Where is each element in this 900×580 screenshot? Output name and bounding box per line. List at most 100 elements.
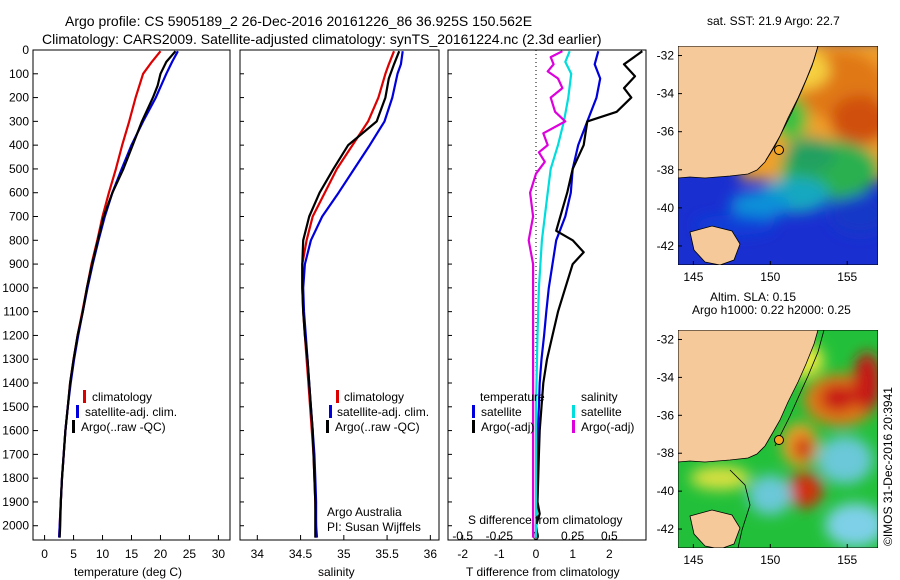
legend-label-satellite: satellite-adj. clim. [85, 405, 177, 419]
header-line2: Climatology: CARS2009. Satellite-adjuste… [42, 31, 602, 47]
s-difference-tick-label: 0.5 [601, 529, 618, 543]
depth-tick-label: 1300 [2, 352, 29, 366]
salinity-series-satellite-adj-clim [302, 51, 404, 538]
map-lat-tick-label: -32 [657, 332, 675, 346]
map-lat-tick-label: -36 [657, 408, 675, 422]
sla-land-tasmania [689, 509, 741, 548]
legend-swatch-t-satellite [472, 405, 475, 418]
salinity-series-argo-raw-qc [301, 50, 401, 538]
map-lon-tick-label: 150 [760, 270, 780, 284]
salinity-x-tick-label: 36 [424, 547, 438, 561]
sst-map-axes: 145 150 155 -32 -34 -36 -38 -40 -42 [657, 49, 858, 284]
temperature-axis-label: temperature (deg C) [74, 565, 182, 579]
legend-label-climatology: climatology [92, 390, 152, 404]
temperature-x-tick-label: 30 [212, 547, 226, 561]
sst-map [678, 46, 878, 265]
map-lat-tick-label: -36 [657, 125, 675, 139]
temperature-x-tick-label: 10 [96, 547, 110, 561]
legend-title-salinity: salinity [581, 390, 618, 404]
salinity-series-climatology [301, 50, 396, 538]
legend-title-temperature: temperature [480, 390, 545, 404]
depth-tick-label: 200 [9, 91, 29, 105]
map-lon-tick-label: 155 [837, 270, 857, 284]
difference-legend: temperature satellite Argo(-adj) salinit… [472, 390, 634, 434]
legend-swatch-argo [72, 420, 75, 433]
salinity-x-tick-label: 34.5 [289, 547, 313, 561]
depth-tick-label: 1200 [2, 328, 29, 342]
depth-tick-label: 100 [9, 67, 29, 81]
map-lat-tick-label: -40 [657, 484, 675, 498]
salinity-x-axis: 34 34.5 35 35.5 36 [240, 49, 438, 561]
map-lat-tick-label: -42 [657, 522, 675, 536]
annotation-pi: PI: Susan Wijffels [327, 520, 421, 534]
header-line1: Argo profile: CS 5905189_2 26-Dec-2016 2… [65, 13, 532, 29]
depth-axis: 0 100 200 300 400 500 600 700 800 900 1000 1100 1200… [2, 43, 38, 533]
temperature-x-tick-label: 15 [125, 547, 139, 561]
difference-series-temperature-satellite [534, 50, 602, 538]
legend-swatch-t-argo [472, 420, 475, 433]
difference-series-salinity-argo-adj [527, 50, 567, 538]
legend-swatch-satellite [329, 405, 332, 418]
sst-argo-marker [774, 145, 784, 155]
sst-bathymetry-line [765, 46, 819, 161]
sla-map-title-line2: Argo h1000: 0.22 h2000: 0.25 [692, 303, 851, 317]
legend-label-argo: Argo(..raw -QC) [335, 420, 420, 434]
difference-x-tick-label: -1 [494, 547, 505, 561]
temperature-series-satellite-adj-clim [58, 50, 179, 538]
depth-tick-label: 600 [9, 186, 29, 200]
salinity-axis-label: salinity [318, 565, 355, 579]
map-lat-tick-label: -32 [657, 49, 675, 63]
difference-series [527, 50, 643, 540]
map-lat-tick-label: -42 [657, 239, 675, 253]
legend-label-argo: Argo(..raw -QC) [81, 420, 166, 434]
difference-x-tick-label: 0 [533, 547, 540, 561]
depth-tick-label: 1400 [2, 376, 29, 390]
depth-tick-label: 800 [9, 233, 29, 247]
sla-map-title-line1: Altim. SLA: 0.15 [710, 290, 796, 304]
map-lon-tick-label: 150 [760, 553, 780, 567]
sla-argo-marker [774, 435, 784, 445]
legend-label-t-argo: Argo(-adj) [481, 420, 534, 434]
temperature-legend: climatology satellite-adj. clim. Argo(..… [72, 390, 177, 434]
salinity-x-tick-label: 35 [337, 547, 351, 561]
map-lat-tick-label: -34 [657, 87, 675, 101]
map-lat-tick-label: -40 [657, 201, 675, 215]
temperature-x-tick-label: 0 [41, 547, 48, 561]
depth-tick-label: 500 [9, 162, 29, 176]
salinity-x-tick-label: 35.5 [375, 547, 399, 561]
depth-tick-label: 1000 [2, 281, 29, 295]
depth-tick-label: 1700 [2, 447, 29, 461]
legend-swatch-satellite [76, 405, 79, 418]
annotation-argo-australia: Argo Australia [327, 505, 402, 519]
depth-tick-label: 0 [22, 43, 29, 57]
map-lat-tick-label: -38 [657, 446, 675, 460]
salinity-panel-frame [239, 49, 440, 541]
map-lon-tick-label: 155 [837, 553, 857, 567]
legend-swatch-climatology [336, 390, 339, 403]
depth-tick-label: 1900 [2, 495, 29, 509]
depth-tick-label: 300 [9, 114, 29, 128]
sst-map-title: sat. SST: 21.9 Argo: 22.7 [707, 14, 840, 28]
t-difference-axis-label: T difference from climatology [466, 565, 620, 579]
legend-label-t-satellite: satellite [481, 405, 522, 419]
temperature-series-argo-raw-qc [58, 50, 177, 538]
depth-tick-label: 1600 [2, 424, 29, 438]
temperature-x-axis: 0 5 10 15 20 25 30 [41, 535, 225, 561]
difference-x-tick-label: -2 [457, 547, 468, 561]
sla-map-axes: 145 150 155 -32 -34 -36 -38 -40 -42 [657, 332, 858, 567]
legend-label-satellite: satellite-adj. clim. [337, 405, 429, 419]
sst-land-tasmania [689, 225, 741, 265]
depth-tick-label: 1800 [2, 471, 29, 485]
legend-swatch-s-argo [572, 420, 575, 433]
temperature-x-tick-label: 5 [70, 547, 77, 561]
difference-x-tick-label: 2 [606, 547, 613, 561]
map-lon-tick-label: 145 [683, 270, 703, 284]
difference-panel-frame [447, 49, 647, 541]
sla-bathymetry-line [774, 330, 825, 447]
depth-tick-label: 400 [9, 138, 29, 152]
s-difference-tick-label: -0.25 [486, 529, 514, 543]
temperature-series-climatology [58, 50, 162, 538]
salinity-series [301, 50, 404, 538]
temperature-series [58, 50, 179, 538]
